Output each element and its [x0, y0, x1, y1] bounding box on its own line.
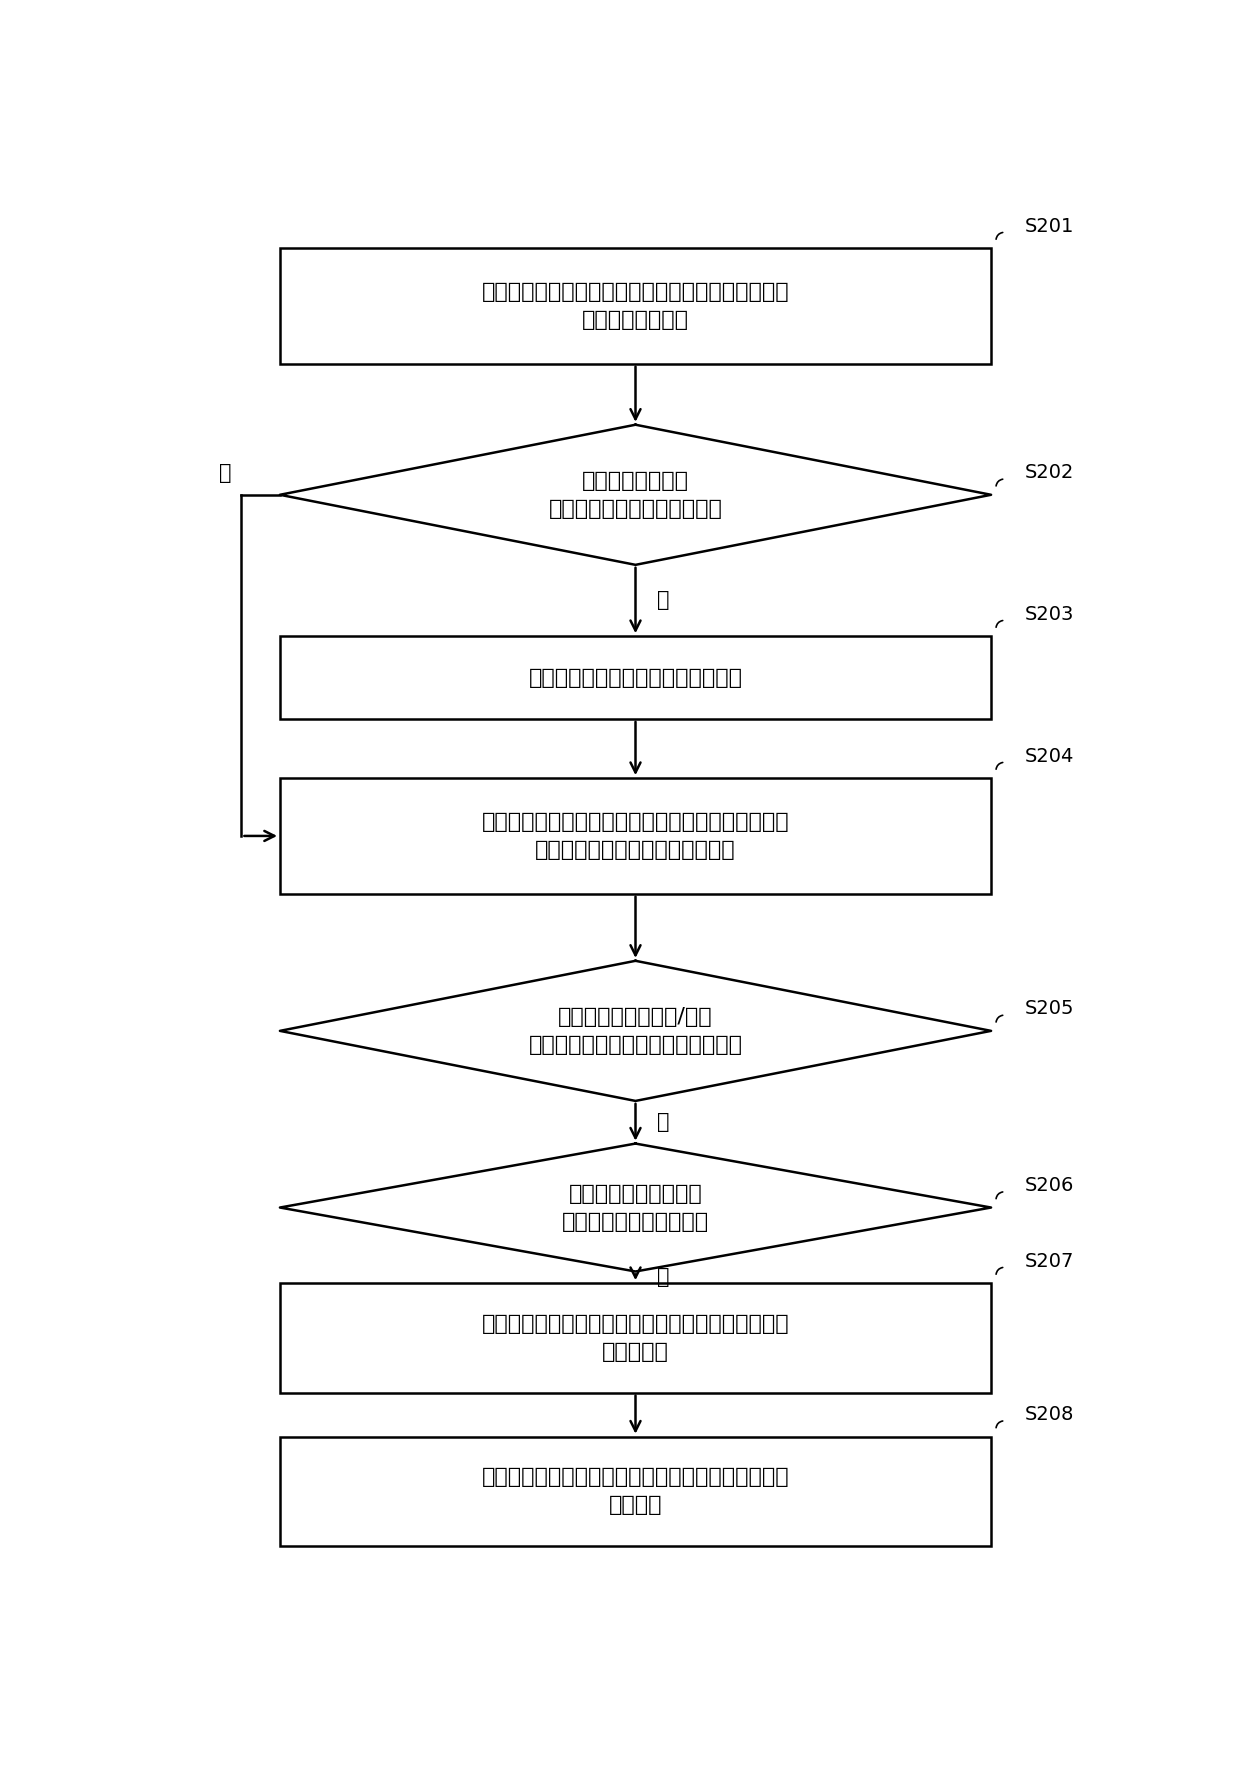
FancyBboxPatch shape — [280, 249, 991, 363]
Text: 是: 是 — [219, 463, 232, 483]
FancyBboxPatch shape — [280, 1436, 991, 1547]
FancyBboxPatch shape — [280, 778, 991, 894]
Polygon shape — [280, 426, 991, 565]
Text: S203: S203 — [1024, 604, 1074, 624]
FancyBboxPatch shape — [280, 1284, 991, 1393]
Polygon shape — [280, 960, 991, 1101]
Text: S208: S208 — [1024, 1405, 1074, 1425]
Text: 根据目标通气流量和当前出气流量变化值调整混合腔
的进气量: 根据目标通气流量和当前出气流量变化值调整混合腔 的进气量 — [481, 1468, 790, 1516]
Text: 是: 是 — [657, 1112, 670, 1132]
Text: 判断第一出气流量是否
小于或等于第二预设阈值: 判断第一出气流量是否 小于或等于第二预设阈值 — [562, 1184, 709, 1232]
Text: 否: 否 — [657, 590, 670, 610]
Text: 获取当前单位时间内的第一出气流量和当前单位时间
的前一单位时间内的第二出气流量: 获取当前单位时间内的第一出气流量和当前单位时间 的前一单位时间内的第二出气流量 — [481, 812, 790, 860]
Text: 判断目标通气流量
是否大于或等于第一预设阈值: 判断目标通气流量 是否大于或等于第一预设阈值 — [548, 470, 723, 519]
Text: S204: S204 — [1024, 747, 1074, 765]
Polygon shape — [280, 1144, 991, 1271]
Text: 采用自适应算法调整混合腔的进气量: 采用自适应算法调整混合腔的进气量 — [528, 667, 743, 688]
Text: S207: S207 — [1024, 1252, 1074, 1271]
FancyBboxPatch shape — [280, 637, 991, 719]
Text: S202: S202 — [1024, 463, 1074, 483]
Text: S205: S205 — [1024, 999, 1074, 1019]
Text: 根据第一出气流量和/或第
二出气流量判断混合腔是否开始出气: 根据第一出气流量和/或第 二出气流量判断混合腔是否开始出气 — [528, 1007, 743, 1055]
Text: S201: S201 — [1024, 216, 1074, 236]
Text: S206: S206 — [1024, 1177, 1074, 1194]
Text: 将第二出气流量与第一出气流量相减，获取当前出气
流量变化值: 将第二出气流量与第一出气流量相减，获取当前出气 流量变化值 — [481, 1314, 790, 1362]
Text: 获取上一次出气时的平均出气流量，将平均出气流量
作为目标通气流量: 获取上一次出气时的平均出气流量，将平均出气流量 作为目标通气流量 — [481, 283, 790, 331]
Text: 是: 是 — [657, 1268, 670, 1287]
